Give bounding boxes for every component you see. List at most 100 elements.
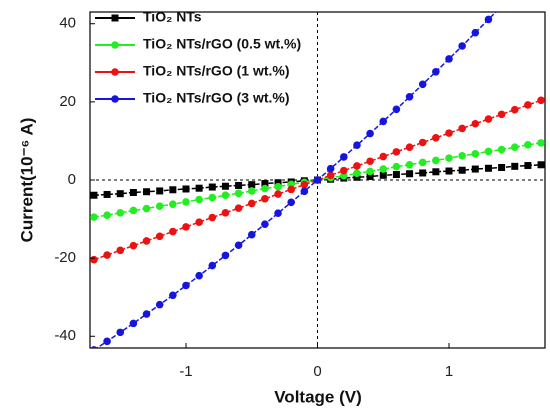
marker	[524, 101, 532, 109]
marker	[326, 171, 335, 180]
marker	[353, 173, 361, 181]
marker	[379, 117, 388, 126]
marker	[261, 184, 269, 193]
y-tick-label: -20	[54, 249, 76, 266]
marker	[379, 165, 388, 173]
marker	[155, 300, 164, 309]
legend-label: TiO₂ NTs/rGO (3 wt.%)	[143, 90, 290, 106]
marker	[116, 190, 124, 198]
marker	[221, 209, 230, 217]
marker	[392, 171, 400, 179]
marker	[142, 237, 151, 245]
marker	[510, 105, 519, 114]
marker	[300, 187, 309, 196]
marker	[90, 255, 98, 264]
marker	[484, 115, 493, 123]
legend-label: TiO₂ NTs/rGO (1 wt.%)	[143, 63, 290, 79]
marker	[392, 105, 401, 114]
marker	[195, 218, 203, 226]
marker	[182, 223, 190, 231]
marker	[511, 162, 519, 170]
marker	[340, 166, 348, 175]
marker	[169, 200, 177, 209]
marker	[111, 95, 119, 103]
marker	[379, 171, 387, 179]
marker	[445, 167, 453, 175]
marker	[129, 241, 138, 250]
y-tick-label: 20	[59, 93, 76, 110]
marker	[405, 143, 414, 151]
marker	[247, 230, 256, 239]
marker	[353, 162, 361, 170]
marker	[208, 213, 217, 222]
marker	[142, 310, 151, 318]
y-axis-title: Current(10⁻⁶ A)	[17, 118, 36, 243]
series-line	[95, 12, 497, 348]
marker	[484, 147, 493, 156]
marker	[419, 169, 427, 177]
y-tick-label: 40	[59, 15, 76, 32]
marker	[405, 92, 414, 101]
marker	[326, 164, 335, 173]
marker	[458, 166, 466, 174]
marker	[366, 129, 374, 138]
marker	[234, 241, 243, 250]
marker	[234, 189, 243, 198]
marker	[221, 182, 229, 190]
marker	[247, 187, 256, 195]
marker	[366, 167, 374, 176]
marker	[248, 181, 256, 189]
marker	[208, 193, 217, 202]
marker	[221, 191, 230, 200]
marker	[498, 163, 506, 171]
marker	[235, 181, 243, 189]
marker	[498, 2, 506, 10]
marker	[103, 190, 111, 198]
marker	[274, 179, 282, 187]
x-axis-title: Voltage (V)	[274, 387, 362, 406]
plot-area	[90, 2, 545, 348]
marker	[155, 232, 164, 241]
marker	[116, 246, 125, 255]
marker	[366, 157, 374, 166]
marker	[116, 328, 125, 337]
marker	[497, 145, 506, 154]
marker	[208, 261, 217, 270]
marker	[445, 55, 453, 63]
marker	[129, 189, 137, 197]
marker	[497, 110, 506, 119]
marker	[103, 211, 111, 219]
marker	[247, 199, 256, 208]
marker	[418, 138, 427, 147]
marker	[432, 67, 440, 76]
marker	[111, 68, 119, 76]
marker	[458, 151, 466, 160]
marker	[300, 180, 309, 189]
marker	[484, 164, 492, 172]
marker	[234, 204, 243, 212]
marker	[169, 186, 177, 194]
marker	[169, 291, 177, 300]
marker	[445, 154, 453, 162]
marker	[484, 15, 493, 24]
marker	[261, 180, 269, 188]
marker	[458, 124, 466, 133]
marker	[510, 143, 519, 151]
marker	[353, 169, 361, 178]
marker	[471, 28, 480, 37]
marker	[432, 156, 440, 165]
marker	[182, 281, 190, 290]
marker	[156, 187, 164, 195]
marker	[418, 158, 427, 167]
marker	[471, 165, 479, 173]
marker	[537, 139, 545, 147]
marker	[155, 202, 164, 210]
marker	[274, 209, 282, 218]
x-tick-label: 1	[445, 363, 453, 380]
marker	[116, 209, 125, 217]
marker	[103, 251, 111, 259]
marker	[129, 319, 138, 328]
marker	[471, 150, 480, 158]
marker	[313, 176, 322, 184]
marker	[392, 148, 401, 156]
